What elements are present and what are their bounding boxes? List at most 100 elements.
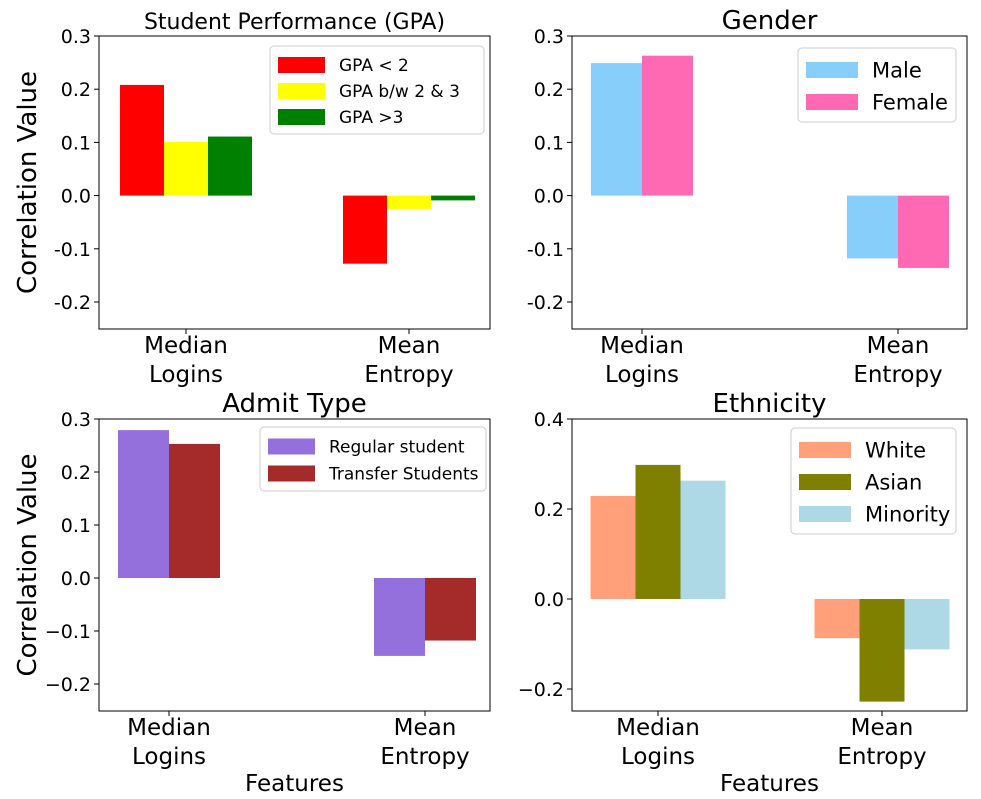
bar-female-0 <box>642 55 693 196</box>
legend-swatch <box>278 83 325 99</box>
legend-label: Asian <box>865 471 922 495</box>
y-tick-label: 0.4 <box>534 409 564 431</box>
bar-female-1 <box>898 195 949 268</box>
legend-swatch <box>278 109 325 125</box>
x-tick-label: Entropy <box>837 744 926 770</box>
y-tick-label: 0.0 <box>534 186 564 208</box>
y-tick-label: 0.2 <box>534 79 564 101</box>
y-tick-label: −0.2 <box>45 674 91 696</box>
bar-gpa-b-w-2-3-0 <box>164 141 208 196</box>
x-tick-label: Entropy <box>364 362 453 388</box>
plot-frame <box>571 35 968 330</box>
y-tick-label: 0.0 <box>534 589 564 611</box>
legend-swatch <box>806 94 858 110</box>
plot-frame <box>571 418 968 712</box>
legend-label: Transfer Students <box>328 465 479 485</box>
y-tick-label: 0.3 <box>534 26 564 48</box>
bar-gpa-2-1 <box>343 195 387 264</box>
legend: GPA < 2 GPA b/w 2 & 3 GPA >3 <box>269 45 485 135</box>
x-tick-label: Median <box>600 333 684 359</box>
y-tick-label: 0.2 <box>61 462 91 484</box>
legend-label: GPA < 2 <box>339 56 409 76</box>
x-tick-label: Logins <box>132 744 206 770</box>
legend-swatch <box>278 57 325 73</box>
chart-title: Gender <box>722 6 818 36</box>
legend: White Asian Minority <box>790 427 957 535</box>
x-tick-label: Logins <box>621 744 695 770</box>
x-tick-label: Median <box>127 715 211 741</box>
y-tick-label: −0.2 <box>518 679 564 701</box>
y-axis-label: Correlation Value <box>13 453 43 676</box>
plot-frame <box>98 35 491 330</box>
x-tick-label: Mean <box>378 333 441 359</box>
y-tick-label: 0.2 <box>61 79 91 101</box>
bar-gpa-b-w-2-3-1 <box>387 195 431 209</box>
legend-label: GPA b/w 2 & 3 <box>339 82 460 102</box>
plot-frame <box>98 418 491 712</box>
bar-male-1 <box>847 195 898 259</box>
legend-swatch <box>799 474 851 490</box>
bar-minority-1 <box>904 599 950 650</box>
chart-title: Student Performance (GPA) <box>144 10 445 35</box>
y-tick-label: 0.1 <box>534 132 564 154</box>
y-tick-label: 0.3 <box>61 26 91 48</box>
legend-swatch <box>799 442 851 458</box>
y-tick-label: 0.1 <box>61 515 91 537</box>
legend-box <box>259 426 487 492</box>
chart-title: Ethnicity <box>713 389 827 419</box>
legend-label: Male <box>872 59 922 83</box>
chart-title: Admit Type <box>222 389 367 419</box>
x-tick-label: Mean <box>851 715 914 741</box>
bar-minority-0 <box>680 480 726 599</box>
x-tick-label: Logins <box>605 362 679 388</box>
legend: Regular student Transfer Students <box>259 426 487 492</box>
legend: Male Female <box>797 47 957 123</box>
chart-panel-1: Student Performance (GPA) 0.3 0.2 0.1 0.0 -0.… <box>13 10 491 388</box>
legend-label: GPA >3 <box>339 108 403 128</box>
y-tick-label: 0.1 <box>61 132 91 154</box>
legend-label: Female <box>872 91 948 115</box>
x-tick-label: Mean <box>867 333 930 359</box>
bar-asian-1 <box>859 599 905 702</box>
legend-swatch <box>268 438 315 455</box>
y-tick-label: -0.2 <box>527 292 564 314</box>
bar-transfer-students-1 <box>425 578 476 641</box>
legend-swatch <box>268 465 315 482</box>
y-tick-label: -0.1 <box>527 239 564 261</box>
legend-label: Minority <box>865 503 950 527</box>
bar-transfer-students-0 <box>169 443 220 578</box>
legend-label: Regular student <box>329 438 465 458</box>
legend-label: White <box>865 439 926 463</box>
y-tick-label: -0.1 <box>54 239 91 261</box>
y-tick-label: 0.3 <box>61 409 91 431</box>
bar-gpa-3-0 <box>208 136 252 196</box>
y-tick-label: 0.0 <box>61 186 91 208</box>
x-tick-label: Entropy <box>853 362 942 388</box>
x-tick-label: Mean <box>394 715 457 741</box>
bar-white-0 <box>590 495 636 599</box>
bar-white-1 <box>814 599 860 639</box>
y-tick-label: -0.2 <box>54 292 91 314</box>
y-axis-label: Correlation Value <box>13 71 43 294</box>
legend-swatch <box>806 62 858 78</box>
chart-panel-3: Admit Type 0.3 0.2 0.1 0.0 −0.1 −0.2 Median Logi… <box>13 389 491 797</box>
y-tick-label: 0.0 <box>61 568 91 590</box>
x-tick-label: Entropy <box>380 744 469 770</box>
x-tick-label: Median <box>616 715 700 741</box>
x-tick-label: Median <box>144 333 228 359</box>
bar-regular-student-0 <box>118 430 169 578</box>
y-tick-label: −0.1 <box>45 621 91 643</box>
chart-panel-2: Gender 0.3 0.2 0.1 0.0 -0.1 -0.2 Median Logins Me… <box>527 6 968 388</box>
bar-regular-student-1 <box>374 578 425 656</box>
bar-asian-0 <box>635 464 681 599</box>
legend-swatch <box>799 506 851 522</box>
y-tick-label: 0.2 <box>534 499 564 521</box>
chart-panel-4: Ethnicity 0.4 0.2 0.0 −0.2 Median Logins Mean En… <box>518 389 968 797</box>
x-axis-label: Features <box>720 771 819 797</box>
bar-gpa-3-1 <box>431 195 475 201</box>
bar-male-0 <box>591 63 642 196</box>
x-tick-label: Logins <box>149 362 223 388</box>
bar-gpa-2-0 <box>120 84 164 196</box>
x-axis-label: Features <box>245 771 344 797</box>
